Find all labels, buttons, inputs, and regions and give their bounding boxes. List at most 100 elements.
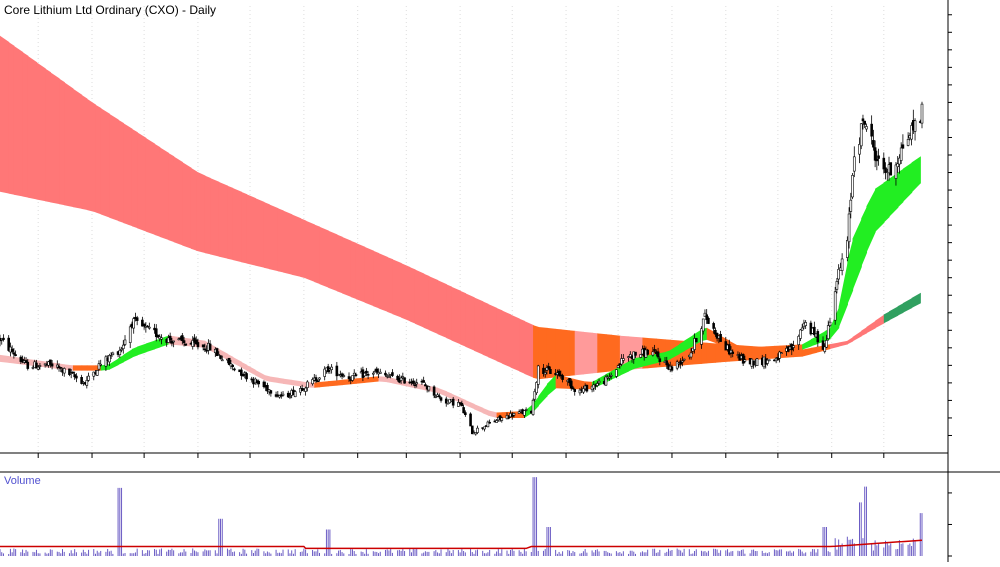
candle-body — [148, 326, 151, 329]
candle-body — [26, 361, 30, 369]
candle-body — [160, 337, 163, 340]
candle-body — [217, 354, 221, 356]
long-term-band-segment — [232, 188, 242, 263]
short-term-band-segment — [336, 379, 343, 386]
candle-body — [596, 383, 599, 386]
candle-body — [118, 350, 122, 356]
long-term-band-segment — [350, 240, 357, 300]
candle-body — [99, 363, 103, 366]
candle-body — [172, 340, 175, 343]
candle-body — [533, 391, 537, 400]
candle-body — [875, 158, 879, 162]
long-term-band-segment — [597, 333, 607, 373]
candle-body — [778, 351, 781, 359]
candle-body — [35, 362, 38, 369]
long-term-band-segment — [810, 346, 817, 355]
candle-body — [391, 372, 394, 376]
candle-body — [766, 359, 769, 364]
candle-body — [415, 382, 419, 385]
candle-body — [500, 417, 504, 421]
long-term-band-segment — [263, 202, 270, 270]
long-term-band-segment — [50, 72, 60, 205]
candle-body — [877, 155, 880, 159]
candle-body — [306, 381, 309, 388]
candle-body — [651, 351, 655, 356]
candle-body — [354, 374, 358, 376]
short-term-band-segment — [109, 358, 119, 370]
long-term-band-segment — [428, 276, 439, 335]
candle-body — [132, 318, 135, 329]
long-term-band-segment — [569, 330, 576, 376]
short-term-band-segment — [378, 376, 388, 383]
candle-body — [858, 144, 861, 155]
candle-body — [146, 325, 149, 328]
candle-body — [825, 340, 828, 348]
short-term-band-segment — [81, 365, 88, 371]
short-term-band-segment — [328, 380, 338, 387]
candle-body — [597, 380, 601, 384]
long-term-band-segment — [423, 273, 430, 331]
candle-body — [462, 407, 465, 414]
candle-body — [432, 386, 436, 396]
candle-body — [366, 374, 370, 376]
candle-body — [863, 120, 867, 125]
candle-body — [804, 322, 807, 326]
long-term-band-segment — [501, 310, 512, 368]
candle-body — [872, 140, 875, 148]
short-term-band-segment — [774, 345, 781, 352]
candle-body — [384, 372, 387, 376]
candle-body — [340, 373, 344, 377]
candle-body — [474, 432, 478, 435]
candle-body — [634, 351, 637, 356]
short-term-band-segment — [86, 365, 97, 371]
short-term-band-segment — [300, 381, 307, 388]
candle-body — [816, 331, 820, 343]
candle-body — [184, 343, 188, 346]
candle-body — [859, 123, 863, 147]
candle-body — [323, 368, 326, 377]
candle-body — [646, 349, 649, 355]
short-term-band-segment — [875, 182, 885, 233]
candle-body — [620, 358, 623, 365]
long-term-band-segment — [173, 156, 183, 246]
long-term-band-segment — [487, 303, 498, 362]
candle-body — [701, 318, 705, 332]
candle-body — [304, 387, 307, 392]
candle-body — [682, 358, 686, 361]
long-term-band-segment — [852, 330, 862, 342]
short-term-band-segment — [482, 407, 489, 416]
candle-body — [208, 343, 212, 351]
short-term-band-segment — [255, 369, 265, 381]
long-term-band-segment — [246, 194, 256, 266]
long-term-band-segment — [866, 320, 876, 334]
long-term-band-segment — [22, 52, 29, 198]
candle-body — [670, 366, 674, 371]
candle-body — [536, 365, 540, 385]
candle-body — [50, 363, 54, 367]
candle-body — [707, 317, 710, 324]
short-term-band-segment — [810, 336, 817, 347]
long-term-band-segment — [902, 297, 913, 313]
long-term-band-segment — [605, 334, 612, 372]
candle-body — [87, 375, 90, 381]
candle-body — [219, 355, 222, 359]
long-term-band-segment — [64, 82, 74, 208]
candle-body — [752, 360, 755, 366]
candle-body — [906, 139, 910, 146]
candle-body — [75, 375, 78, 379]
candle-body — [351, 375, 354, 381]
short-term-band-segment — [861, 206, 868, 267]
short-term-band-segment — [847, 238, 854, 305]
long-term-band-segment — [715, 343, 722, 363]
candle-body — [861, 118, 865, 122]
short-term-band-segment — [474, 403, 484, 414]
short-term-band-segment — [751, 346, 758, 353]
candle-body — [604, 376, 608, 386]
short-term-band-segment — [72, 365, 83, 371]
short-term-band-segment — [355, 377, 366, 384]
candle-body — [266, 384, 269, 392]
short-term-band-segment — [100, 364, 110, 371]
candle-body — [828, 321, 832, 326]
candle-body — [111, 352, 115, 356]
